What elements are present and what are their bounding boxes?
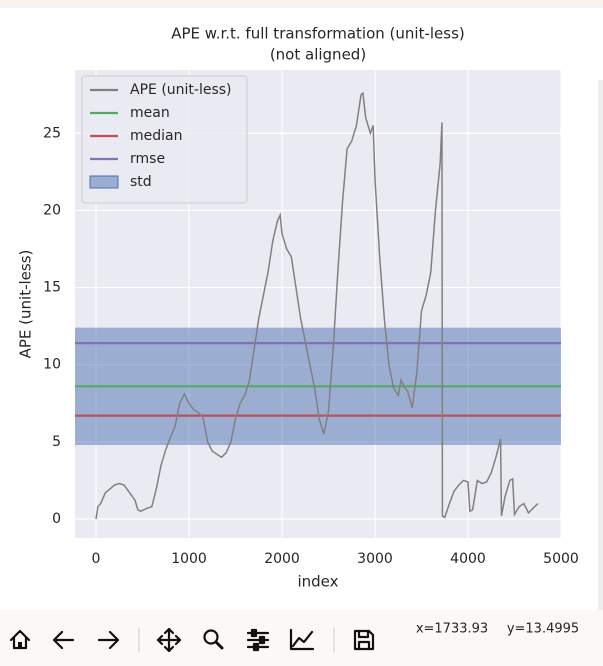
- legend-swatch: [89, 175, 119, 189]
- x-axis-label: index: [297, 573, 338, 591]
- back-button[interactable]: [52, 630, 75, 650]
- title-bar: [0, 0, 603, 8]
- legend-label: rmse: [130, 151, 165, 167]
- side-shadow: [598, 80, 603, 610]
- data-line: [95, 91, 539, 520]
- x-tick-label: 5000: [543, 551, 579, 567]
- x-tick-label: 0: [92, 551, 101, 567]
- chart-subtitle: (not aligned): [270, 46, 366, 64]
- edit-axis-button[interactable]: [289, 628, 315, 651]
- configure-button[interactable]: [246, 628, 270, 652]
- x-tick-label: 4000: [450, 551, 486, 567]
- y-axis-label: APE (unit-less): [17, 250, 35, 359]
- save-button[interactable]: [353, 629, 375, 651]
- legend-box: [81, 75, 248, 204]
- x-tick-label: 1000: [171, 551, 207, 567]
- y-tick-label: 0: [52, 511, 61, 527]
- status-x: x=1733.93: [416, 622, 488, 637]
- pan-button[interactable]: [156, 627, 182, 653]
- y-tick-label: 5: [52, 434, 61, 450]
- legend-label: median: [130, 128, 182, 144]
- y-tick-label: 10: [43, 357, 61, 373]
- y-tick-label: 25: [43, 125, 61, 141]
- x-tick-label: 2000: [264, 551, 300, 567]
- toolbar: [0, 610, 603, 666]
- y-tick-label: 20: [43, 202, 61, 218]
- y-tick-label: 15: [43, 280, 61, 296]
- home-button[interactable]: [9, 629, 31, 650]
- legend-label: std: [130, 174, 152, 190]
- zoom-button[interactable]: [203, 629, 224, 650]
- chart-title: APE w.r.t. full transformation (unit-les…: [171, 25, 465, 43]
- legend-label: mean: [130, 105, 170, 121]
- status-y: y=13.4995: [507, 622, 579, 637]
- x-tick-label: 3000: [357, 551, 393, 567]
- legend-label: APE (unit-less): [130, 82, 232, 98]
- forward-button[interactable]: [97, 630, 120, 650]
